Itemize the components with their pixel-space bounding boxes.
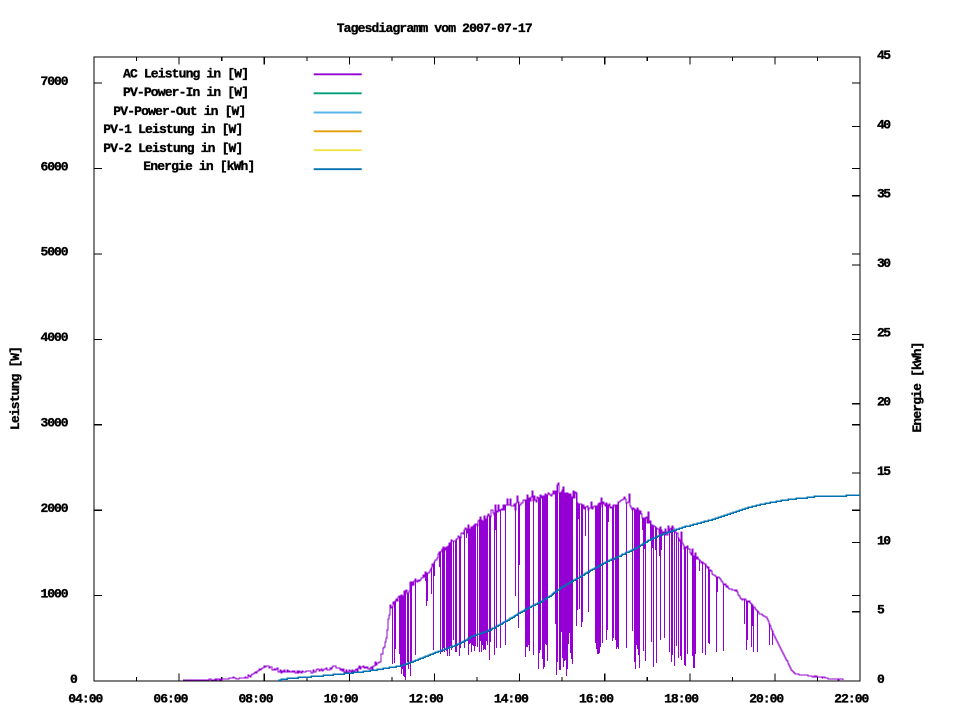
svg-text:06:00: 06:00 — [153, 692, 188, 707]
svg-text:6000: 6000 — [41, 159, 69, 174]
svg-text:3000: 3000 — [41, 416, 69, 431]
svg-text:22:00: 22:00 — [834, 692, 869, 707]
svg-text:5000: 5000 — [41, 245, 69, 260]
svg-text:30: 30 — [877, 256, 891, 271]
svg-text:Leistung [W]: Leistung [W] — [8, 346, 23, 430]
svg-text:1000: 1000 — [41, 586, 69, 601]
svg-text:0: 0 — [877, 672, 885, 687]
svg-text:10: 10 — [877, 533, 891, 548]
svg-text:PV-Power-In in [W]: PV-Power-In in [W] — [123, 85, 249, 100]
svg-text:35: 35 — [877, 187, 891, 202]
svg-text:10:00: 10:00 — [324, 692, 359, 707]
svg-text:0: 0 — [70, 672, 78, 687]
svg-text:AC Leistung in [W]: AC Leistung in [W] — [123, 67, 249, 82]
svg-text:Energie [kWh]: Energie [kWh] — [910, 342, 925, 433]
svg-text:Energie in [kWh]: Energie in [kWh] — [143, 159, 255, 174]
svg-text:18:00: 18:00 — [664, 692, 699, 707]
svg-text:04:00: 04:00 — [68, 692, 103, 707]
svg-text:5: 5 — [877, 603, 885, 618]
svg-text:16:00: 16:00 — [579, 692, 614, 707]
svg-text:Tagesdiagramm vom 2007-07-17: Tagesdiagramm vom 2007-07-17 — [337, 21, 533, 36]
svg-text:PV-2 Leistung in [W]: PV-2 Leistung in [W] — [103, 141, 243, 156]
svg-text:15: 15 — [877, 464, 891, 479]
svg-text:20:00: 20:00 — [749, 692, 784, 707]
svg-text:12:00: 12:00 — [409, 692, 444, 707]
svg-text:45: 45 — [877, 48, 891, 63]
svg-text:4000: 4000 — [41, 330, 69, 345]
svg-text:7000: 7000 — [41, 74, 69, 89]
svg-text:08:00: 08:00 — [239, 692, 274, 707]
svg-text:14:00: 14:00 — [494, 692, 529, 707]
svg-text:25: 25 — [877, 325, 891, 340]
svg-text:2000: 2000 — [41, 501, 69, 516]
svg-text:40: 40 — [877, 117, 891, 132]
svg-text:PV-1 Leistung in [W]: PV-1 Leistung in [W] — [103, 122, 243, 137]
svg-text:PV-Power-Out in [W]: PV-Power-Out in [W] — [113, 104, 246, 119]
svg-text:20: 20 — [877, 395, 891, 410]
